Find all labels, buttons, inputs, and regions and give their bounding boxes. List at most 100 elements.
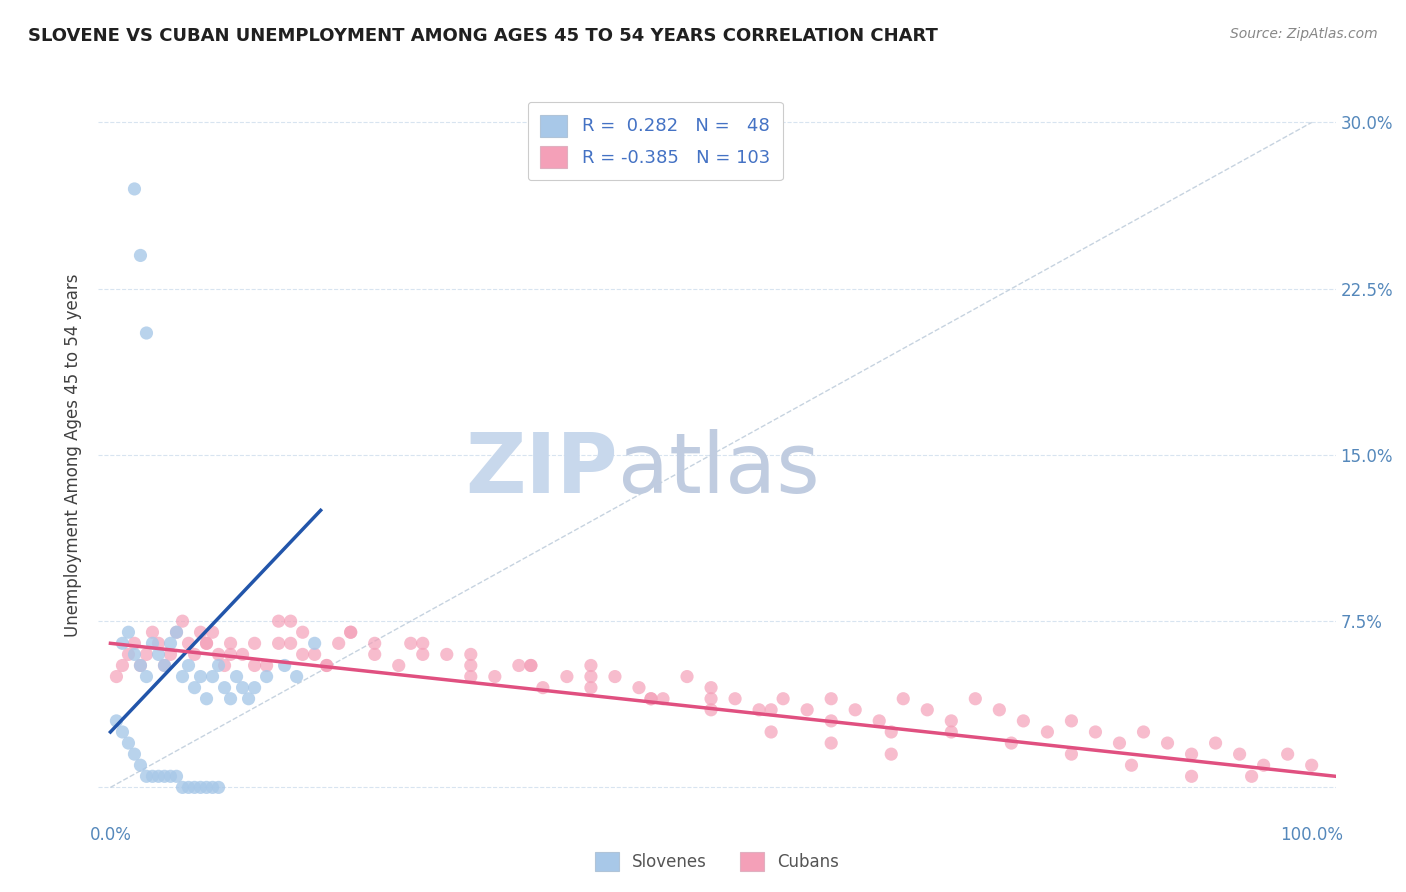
Point xyxy=(177,636,200,650)
Point xyxy=(965,691,987,706)
Point xyxy=(159,636,181,650)
Point xyxy=(460,648,482,662)
Point xyxy=(291,625,314,640)
Point xyxy=(460,669,482,683)
Point xyxy=(273,658,295,673)
Point xyxy=(195,636,218,650)
Point xyxy=(172,780,194,795)
Point xyxy=(555,669,578,683)
Point xyxy=(153,769,176,783)
Point xyxy=(280,636,302,650)
Point xyxy=(579,681,602,695)
Point xyxy=(603,669,626,683)
Point xyxy=(243,658,266,673)
Point xyxy=(820,691,842,706)
Point xyxy=(531,681,554,695)
Point xyxy=(1060,747,1083,761)
Point xyxy=(219,636,242,650)
Point xyxy=(844,703,866,717)
Point xyxy=(941,714,963,728)
Point xyxy=(460,658,482,673)
Point xyxy=(1301,758,1323,772)
Point xyxy=(135,769,157,783)
Point xyxy=(820,736,842,750)
Text: SLOVENE VS CUBAN UNEMPLOYMENT AMONG AGES 45 TO 54 YEARS CORRELATION CHART: SLOVENE VS CUBAN UNEMPLOYMENT AMONG AGES… xyxy=(28,27,938,45)
Point xyxy=(238,691,260,706)
Point xyxy=(328,636,350,650)
Point xyxy=(201,669,224,683)
Point xyxy=(124,636,146,650)
Legend: Slovenes, Cubans: Slovenes, Cubans xyxy=(589,846,845,878)
Point xyxy=(1180,747,1202,761)
Point xyxy=(195,691,218,706)
Point xyxy=(256,669,278,683)
Point xyxy=(339,625,361,640)
Point xyxy=(700,681,723,695)
Point xyxy=(941,725,963,739)
Point xyxy=(111,725,134,739)
Point xyxy=(153,658,176,673)
Point xyxy=(520,658,543,673)
Point xyxy=(153,658,176,673)
Point xyxy=(166,769,188,783)
Point xyxy=(190,625,212,640)
Point xyxy=(1000,736,1022,750)
Point xyxy=(105,714,128,728)
Point xyxy=(183,648,205,662)
Point xyxy=(891,691,914,706)
Point xyxy=(129,658,152,673)
Point xyxy=(1180,769,1202,783)
Point xyxy=(579,669,602,683)
Point xyxy=(880,747,903,761)
Point xyxy=(148,636,170,650)
Point xyxy=(315,658,337,673)
Point xyxy=(225,669,247,683)
Point xyxy=(190,780,212,795)
Point xyxy=(1108,736,1130,750)
Point xyxy=(759,725,782,739)
Point xyxy=(339,625,361,640)
Point xyxy=(183,681,205,695)
Point xyxy=(880,725,903,739)
Point xyxy=(148,769,170,783)
Point xyxy=(917,703,939,717)
Point xyxy=(117,625,139,640)
Point xyxy=(759,703,782,717)
Point xyxy=(988,703,1011,717)
Point xyxy=(772,691,794,706)
Text: ZIP: ZIP xyxy=(465,429,619,510)
Point xyxy=(111,636,134,650)
Text: Source: ZipAtlas.com: Source: ZipAtlas.com xyxy=(1230,27,1378,41)
Point xyxy=(285,669,308,683)
Point xyxy=(399,636,422,650)
Point xyxy=(201,625,224,640)
Point xyxy=(117,648,139,662)
Point xyxy=(267,614,290,628)
Point xyxy=(652,691,675,706)
Point xyxy=(135,669,157,683)
Point xyxy=(201,780,224,795)
Point xyxy=(219,691,242,706)
Point xyxy=(141,625,163,640)
Point xyxy=(195,780,218,795)
Point xyxy=(117,736,139,750)
Point xyxy=(1229,747,1251,761)
Point xyxy=(141,636,163,650)
Point xyxy=(177,780,200,795)
Point xyxy=(207,780,229,795)
Point xyxy=(129,248,152,262)
Point xyxy=(1012,714,1035,728)
Point xyxy=(214,681,236,695)
Point xyxy=(364,636,387,650)
Point xyxy=(700,691,723,706)
Point xyxy=(135,648,157,662)
Text: atlas: atlas xyxy=(619,429,820,510)
Point xyxy=(172,614,194,628)
Point xyxy=(159,769,181,783)
Point xyxy=(177,658,200,673)
Point xyxy=(412,636,434,650)
Point xyxy=(105,669,128,683)
Point xyxy=(207,658,229,673)
Point xyxy=(1156,736,1178,750)
Point xyxy=(627,681,650,695)
